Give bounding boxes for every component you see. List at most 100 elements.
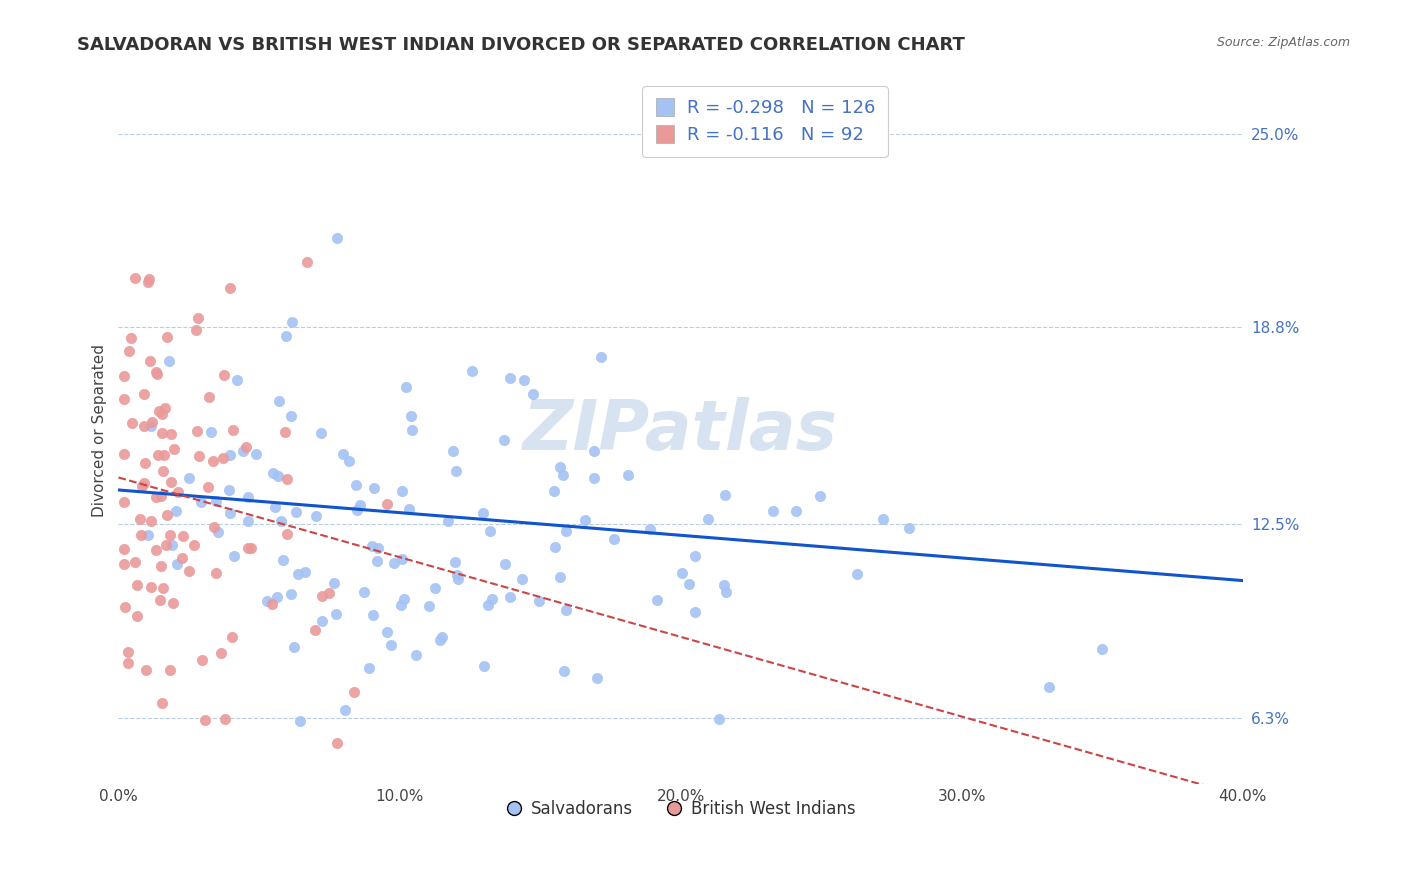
Point — [191, 653, 214, 667]
Point — [375, 497, 398, 511]
Point — [131, 478, 153, 492]
Point — [179, 564, 201, 578]
Point — [325, 607, 347, 621]
Point — [346, 503, 368, 517]
Point — [394, 380, 416, 394]
Point — [153, 401, 176, 415]
Text: SALVADORAN VS BRITISH WEST INDIAN DIVORCED OR SEPARATED CORRELATION CHART: SALVADORAN VS BRITISH WEST INDIAN DIVORC… — [77, 36, 965, 54]
Point — [125, 578, 148, 592]
Point — [179, 471, 201, 485]
Point — [288, 714, 311, 728]
Point — [214, 712, 236, 726]
Point — [149, 489, 172, 503]
Point — [139, 419, 162, 434]
Point — [553, 468, 575, 483]
Point — [159, 663, 181, 677]
Point — [405, 648, 427, 662]
Point — [574, 513, 596, 527]
Point — [280, 587, 302, 601]
Point — [112, 495, 135, 509]
Point — [202, 520, 225, 534]
Point — [212, 451, 235, 466]
Point — [240, 541, 263, 555]
Point — [678, 577, 700, 591]
Point — [287, 566, 309, 581]
Point — [222, 424, 245, 438]
Point — [163, 442, 186, 456]
Point — [267, 468, 290, 483]
Point — [391, 599, 413, 613]
Point — [238, 491, 260, 505]
Point — [225, 373, 247, 387]
Point — [361, 608, 384, 623]
Point — [357, 661, 380, 675]
Point — [472, 506, 495, 520]
Point — [550, 460, 572, 475]
Point — [423, 581, 446, 595]
Point — [262, 466, 284, 480]
Point — [671, 566, 693, 581]
Point — [159, 475, 181, 489]
Point — [444, 464, 467, 478]
Point — [441, 443, 464, 458]
Point — [274, 425, 297, 439]
Point — [399, 409, 422, 423]
Text: Source: ZipAtlas.com: Source: ZipAtlas.com — [1216, 36, 1350, 49]
Point — [616, 468, 638, 483]
Point — [270, 514, 292, 528]
Point — [134, 418, 156, 433]
Point — [366, 554, 388, 568]
Point — [271, 553, 294, 567]
Point — [129, 528, 152, 542]
Point — [446, 568, 468, 582]
Point — [343, 685, 366, 699]
Point — [333, 703, 356, 717]
Point — [326, 231, 349, 245]
Point — [145, 543, 167, 558]
Point — [332, 447, 354, 461]
Point — [118, 343, 141, 358]
Point — [236, 541, 259, 555]
Point — [238, 514, 260, 528]
Point — [353, 585, 375, 599]
Point — [134, 476, 156, 491]
Point — [391, 483, 413, 498]
Point — [872, 512, 894, 526]
Point — [138, 271, 160, 285]
Point — [156, 330, 179, 344]
Point — [285, 505, 308, 519]
Point — [260, 597, 283, 611]
Point — [550, 570, 572, 584]
Point — [808, 489, 831, 503]
Point — [361, 540, 384, 554]
Point — [150, 696, 173, 710]
Point — [554, 524, 576, 539]
Point — [583, 444, 606, 458]
Point — [602, 533, 624, 547]
Point — [141, 514, 163, 528]
Point — [264, 500, 287, 515]
Point — [190, 495, 212, 509]
Point — [529, 593, 551, 607]
Text: ZIPatlas: ZIPatlas — [523, 397, 838, 464]
Point — [172, 529, 194, 543]
Point — [218, 483, 240, 498]
Point — [512, 572, 534, 586]
Point — [167, 484, 190, 499]
Point — [276, 329, 298, 343]
Point — [136, 275, 159, 289]
Point — [392, 592, 415, 607]
Point — [150, 426, 173, 441]
Point — [477, 599, 499, 613]
Point — [785, 504, 807, 518]
Point — [1038, 681, 1060, 695]
Point — [283, 640, 305, 654]
Point — [1091, 641, 1114, 656]
Point — [160, 538, 183, 552]
Point — [478, 524, 501, 538]
Point — [377, 625, 399, 640]
Point — [117, 656, 139, 670]
Point — [219, 448, 242, 462]
Point — [155, 538, 177, 552]
Point — [145, 490, 167, 504]
